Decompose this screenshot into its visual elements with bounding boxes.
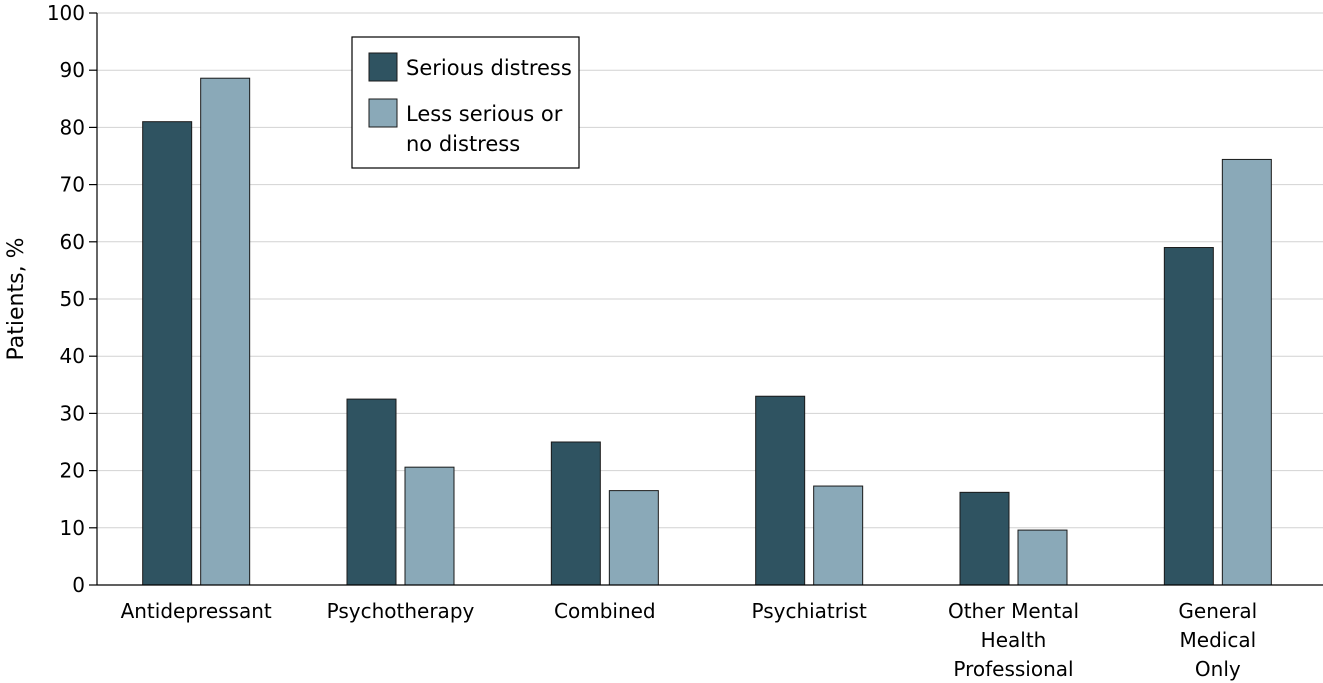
y-tick-label: 10 [60,516,85,540]
y-tick-label: 60 [60,230,85,254]
x-category-label: Only [1195,657,1241,681]
bar-less-serious-4 [1017,529,1068,586]
gridlines [97,12,1323,529]
x-category-label: Health [981,628,1047,652]
bar-serious-distress-2 [550,441,601,586]
x-category-label: Psychiatrist [751,599,866,623]
bar-serious-distress-4 [959,491,1010,586]
x-category-labels: Antidepressant Psychotherapy Combined Psych… [121,599,1258,681]
bar-less-serious-2 [608,490,659,586]
legend-swatch-1 [368,98,398,128]
bars [142,77,1272,586]
y-tick-label: 0 [72,573,85,597]
y-tick-label: 100 [47,1,85,25]
bar-less-serious-5 [1221,158,1272,586]
y-tick-label: 70 [60,173,85,197]
x-category-label: Psychotherapy [327,599,475,623]
y-tick-label: 50 [60,287,85,311]
y-axis-title: Patients, % [4,238,29,361]
legend-swatch-0 [368,52,398,82]
legend-label-1: Less serious or [406,102,563,126]
x-category-label: Antidepressant [121,599,272,623]
bar-less-serious-0 [200,77,251,586]
bar-serious-distress-0 [142,121,193,586]
legend-label-1: no distress [406,132,520,156]
y-tick-labels: 0 10 20 30 40 50 60 70 80 90 100 [47,1,85,597]
x-category-label: Professional [953,657,1073,681]
y-tick-label: 90 [60,58,85,82]
y-tick-label: 20 [60,459,85,483]
legend-label-0: Serious distress [406,56,572,80]
legend: Serious distress Less serious or no distre… [351,36,580,169]
bar-serious-distress-1 [346,398,397,586]
x-category-label: Other Mental [948,599,1079,623]
bar-serious-distress-5 [1163,247,1214,586]
y-tick-label: 80 [60,115,85,139]
x-category-label: General [1178,599,1257,623]
x-category-label: Medical [1180,628,1257,652]
bar-serious-distress-3 [755,395,806,586]
axes [89,12,1323,586]
x-category-label: Combined [554,599,656,623]
y-tick-label: 40 [60,344,85,368]
y-tick-label: 30 [60,401,85,425]
bar-less-serious-3 [813,485,864,586]
bar-less-serious-1 [404,466,455,586]
